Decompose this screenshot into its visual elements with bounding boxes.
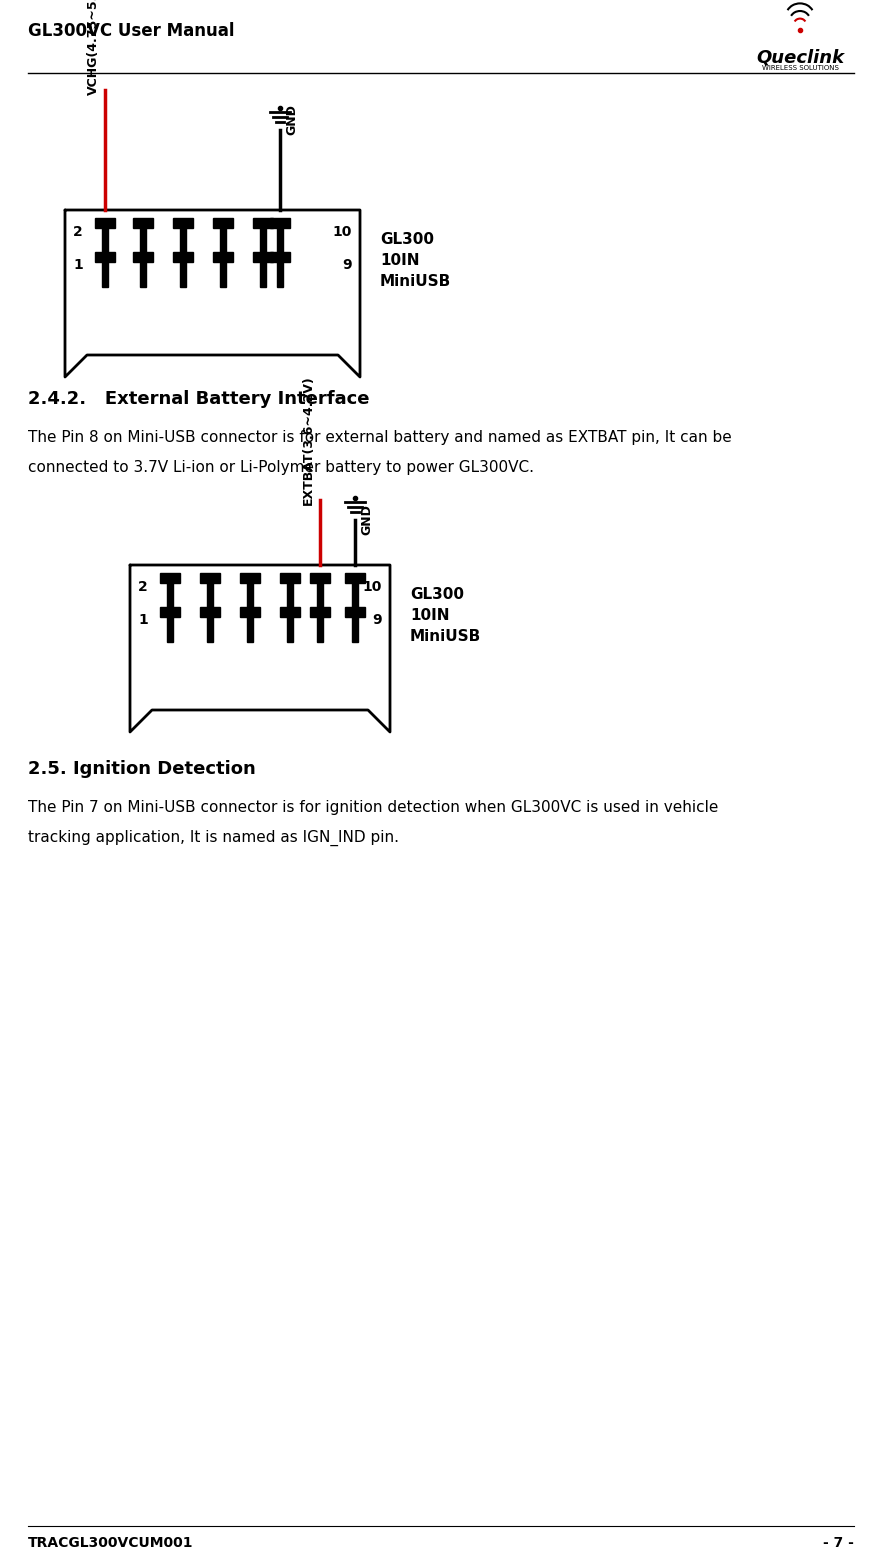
Bar [352, 618, 358, 643]
Bar [345, 607, 365, 618]
Bar [270, 218, 290, 229]
Text: GND: GND [361, 504, 373, 535]
Bar [160, 607, 180, 618]
Bar [247, 618, 253, 643]
Text: - 7 -: - 7 - [823, 1536, 854, 1550]
Bar [277, 261, 283, 286]
Text: 2: 2 [138, 580, 148, 594]
Bar [287, 584, 293, 608]
Text: connected to 3.7V Li-ion or Li-Polymer battery to power GL300VC.: connected to 3.7V Li-ion or Li-Polymer b… [28, 461, 534, 475]
Text: TRACGL300VCUM001: TRACGL300VCUM001 [28, 1536, 193, 1550]
Text: GL300VC User Manual: GL300VC User Manual [28, 22, 235, 40]
Text: WIRELESS SOLUTIONS: WIRELESS SOLUTIONS [761, 65, 839, 72]
Bar [310, 573, 330, 584]
Bar [280, 607, 300, 618]
Text: tracking application, It is named as IGN_IND pin.: tracking application, It is named as IGN… [28, 829, 399, 846]
Bar [180, 229, 186, 254]
Bar [140, 229, 146, 254]
Text: Queclink: Queclink [756, 48, 844, 65]
Bar [240, 573, 260, 584]
Bar [95, 252, 115, 261]
Bar [95, 218, 115, 229]
Bar [253, 252, 273, 261]
Bar [287, 618, 293, 643]
Bar [160, 573, 180, 584]
Bar [280, 573, 300, 584]
Text: 2.4.2.   External Battery Interface: 2.4.2. External Battery Interface [28, 391, 370, 408]
Bar [133, 218, 153, 229]
Text: VCHG(4.75~5.25V): VCHG(4.75~5.25V) [86, 0, 100, 95]
Bar [133, 252, 153, 261]
Bar [260, 261, 266, 286]
Bar [220, 261, 226, 286]
Bar [317, 584, 323, 608]
Bar [270, 252, 290, 261]
Text: 2.5. Ignition Detection: 2.5. Ignition Detection [28, 759, 256, 778]
Bar [352, 584, 358, 608]
Text: The Pin 8 on Mini-USB connector is for external battery and named as EXTBAT pin,: The Pin 8 on Mini-USB connector is for e… [28, 429, 732, 445]
Text: GL300
10IN
MiniUSB: GL300 10IN MiniUSB [410, 587, 482, 644]
Text: GL300
10IN
MiniUSB: GL300 10IN MiniUSB [380, 232, 452, 288]
Bar [207, 584, 213, 608]
Text: 1: 1 [73, 258, 83, 272]
Bar [180, 261, 186, 286]
Bar [173, 252, 193, 261]
Text: 1: 1 [138, 613, 148, 627]
Text: 9: 9 [372, 613, 382, 627]
Bar [277, 229, 283, 254]
Bar [317, 618, 323, 643]
Bar [102, 229, 108, 254]
Text: The Pin 7 on Mini-USB connector is for ignition detection when GL300VC is used i: The Pin 7 on Mini-USB connector is for i… [28, 800, 718, 815]
Bar [102, 261, 108, 286]
Bar [200, 607, 220, 618]
Text: GND: GND [286, 104, 298, 135]
Bar [260, 229, 266, 254]
Text: 2: 2 [73, 226, 83, 240]
Bar [213, 218, 233, 229]
Bar [310, 607, 330, 618]
Bar [240, 607, 260, 618]
Text: 10: 10 [363, 580, 382, 594]
Bar [247, 584, 253, 608]
Bar [167, 618, 173, 643]
Bar [173, 218, 193, 229]
Bar [207, 618, 213, 643]
Text: EXTBAT(3.6~4.2V): EXTBAT(3.6~4.2V) [302, 375, 315, 506]
Bar [140, 261, 146, 286]
Bar [253, 218, 273, 229]
Text: 9: 9 [342, 258, 352, 272]
Bar [167, 584, 173, 608]
Bar [345, 573, 365, 584]
Bar [213, 252, 233, 261]
Text: 10: 10 [333, 226, 352, 240]
Bar [200, 573, 220, 584]
Bar [220, 229, 226, 254]
